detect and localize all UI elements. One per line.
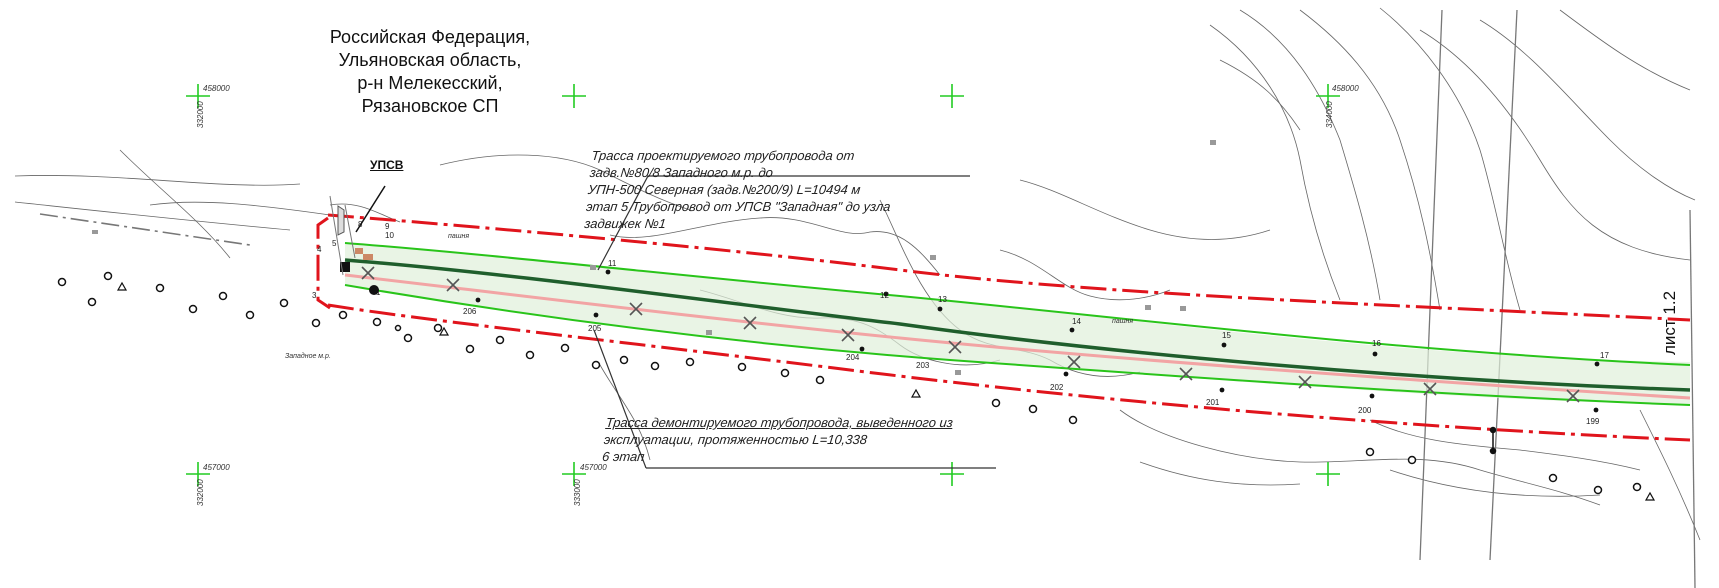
- grid-label: 457000: [203, 463, 230, 472]
- region-line: Ульяновская область,: [338, 50, 522, 70]
- terrain-labels: пашня пашня Западное м.р.: [285, 233, 1133, 360]
- field-label: пашня: [1112, 318, 1133, 325]
- upsv-label: УПСВ: [370, 158, 404, 172]
- design-route-line: [344, 258, 1691, 392]
- station-label: 202: [1050, 383, 1064, 392]
- station-label: 206: [463, 307, 477, 316]
- callout-line: Трасса проектируемого трубопровода от: [590, 148, 856, 163]
- grid-label: 332000: [196, 101, 205, 128]
- region-line: р-н Мелекесский,: [357, 73, 503, 93]
- station-label: 9: [385, 222, 390, 231]
- callout-line: 6 этап: [601, 449, 646, 464]
- station-label: 4: [317, 245, 322, 254]
- power-lines: [1419, 9, 1696, 588]
- callout-line: эксплуатации, протяженностью L=10,338: [603, 432, 868, 447]
- grid-label: 334000: [1325, 101, 1334, 128]
- station-label: 13: [938, 295, 947, 304]
- station-label: 17: [1600, 351, 1609, 360]
- upsv-facility: [329, 185, 386, 295]
- station-label: 1: [376, 288, 381, 297]
- callout-line: УПН-500 Северная (задв.№200/9) L=10494 м: [587, 182, 862, 197]
- grid-label: 457000: [580, 463, 607, 472]
- corridor-fill: [345, 243, 1690, 405]
- station-label: 201: [1206, 398, 1220, 407]
- road-dashed: [39, 213, 251, 246]
- oilfield-label: Западное м.р.: [285, 352, 331, 360]
- contour-lines: [14, 7, 1701, 541]
- grid-labels: 458000 458000 457000 457000 332000 33200…: [196, 84, 1359, 506]
- station-label: 203: [916, 361, 930, 370]
- well-markers: [57, 271, 1642, 495]
- grid-label: 458000: [203, 84, 230, 93]
- station-label: 199: [1586, 417, 1600, 426]
- station-label: 15: [1222, 331, 1231, 340]
- boundary-line: [316, 213, 1691, 442]
- grid-label: 458000: [1332, 84, 1359, 93]
- region-line: Рязановское СП: [361, 96, 499, 116]
- grid-crosses: [186, 84, 1340, 486]
- design-route-callout: Трасса проектируемого трубопровода от за…: [584, 147, 897, 232]
- station-label: 200: [1358, 406, 1372, 415]
- callout-line: Трасса демонтируемого трубопровода, выве…: [604, 415, 954, 430]
- callout-leaders: [593, 175, 996, 469]
- dismantle-route-callout: Трасса демонтируемого трубопровода, выве…: [601, 414, 954, 465]
- callout-line: этап 5 Трубопровод от УПСВ "Западная" до…: [585, 199, 892, 214]
- station-label: 3: [312, 291, 317, 300]
- station-label: 10: [385, 231, 394, 240]
- valve-node: [1489, 426, 1497, 455]
- field-label: пашня: [448, 233, 469, 240]
- sheet-number: лист 1.2: [1660, 290, 1679, 355]
- old-pipe-line: [344, 273, 1691, 400]
- region-line: Российская Федерация,: [329, 27, 531, 47]
- station-label: 12: [880, 291, 889, 300]
- region-title: Российская Федерация, Ульяновская област…: [300, 26, 560, 118]
- crossing-blocks: [92, 140, 1216, 375]
- station-label: 204: [846, 353, 860, 362]
- corridor-edges: [344, 242, 1691, 406]
- station-label: 5: [332, 239, 337, 248]
- grid-label: 332000: [196, 479, 205, 506]
- station-label: 205: [588, 324, 602, 333]
- grid-label: 333000: [573, 479, 582, 506]
- station-label: 16: [1372, 339, 1381, 348]
- well-pad-symbols: [116, 281, 1656, 501]
- dismantle-markers: [361, 266, 1580, 403]
- callout-line: задв.№80/8 Западного м.р. до: [588, 165, 774, 180]
- station-label: 14: [1072, 317, 1081, 326]
- callout-line: задвижек №1: [583, 216, 667, 231]
- station-label: 11: [608, 259, 617, 268]
- station-dots: [475, 269, 1600, 413]
- station-numbers: 8 9 10 11 12 13 14 15 16 17 206 205 204 …: [312, 220, 1609, 426]
